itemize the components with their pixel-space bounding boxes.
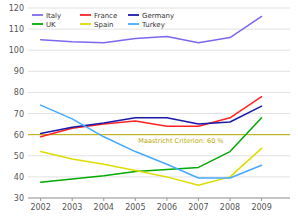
y-tick-label: 50 [14,152,24,161]
y-tick-label: 100 [9,46,24,55]
x-tick-label: 2002 [30,203,50,212]
annotations: Maastricht Criterion: 60 % [138,137,223,145]
x-tick-label: 2009 [251,203,271,212]
plot-area [28,16,290,185]
legend-swatch [32,14,43,16]
x-tick-label: 2007 [188,203,208,212]
x-tick [72,198,73,201]
legend: Italy France Germany UK Spain Turkey [32,12,174,29]
x-tick [198,198,199,201]
legend-label: France [94,12,117,20]
legend-label: Spain [94,21,114,29]
grid-line [28,92,290,93]
legend-swatch [32,23,43,25]
x-tick-label: 2008 [220,203,240,212]
y-tick-label: 70 [14,110,24,119]
x-tick [103,198,104,201]
y-tick-label: 80 [14,88,24,97]
legend-label: Germany [142,12,174,20]
grid-line [28,29,290,30]
y-tick-label: 60 [14,131,24,140]
x-tick-label: 2005 [125,203,145,212]
x-tick-label: 2003 [62,203,82,212]
series-line [41,105,262,178]
x-tick [135,198,136,201]
x-tick-label: 2004 [94,203,114,212]
x-tick-label: 2006 [157,203,177,212]
reference-line [28,134,290,135]
x-tick [40,198,41,201]
series-line [41,118,262,182]
x-tick [230,198,231,201]
grid-line [28,113,290,114]
y-tick-label: 40 [14,173,24,182]
y-tick-label: 30 [14,194,24,203]
x-tick [261,198,262,201]
grid-line [28,8,290,9]
y-tick-label: 120 [9,4,24,13]
series-line [41,97,262,137]
grid-line [28,134,290,135]
y-tick-label: 90 [14,67,24,76]
x-axis-line [28,198,290,199]
grid-line [28,198,290,199]
legend-swatch [80,14,91,16]
annotation-label: Maastricht Criterion: 60 % [138,137,223,145]
grid-line [28,50,290,51]
grid-line [28,71,290,72]
chart: 30 40 50 60 70 80 90 100 110 120 2002 2003 2004 2005 2… [0,0,298,220]
series-line [41,148,262,185]
axes: 30 40 50 60 70 80 90 100 110 120 2002 2003 2004 2005 2… [9,4,290,212]
legend-label: UK [46,21,56,29]
x-tick [166,198,167,201]
legend-label: Turkey [141,21,165,29]
grid-line [28,155,290,156]
y-tick-label: 110 [9,25,24,34]
legend-swatch [80,23,91,25]
grid-line [28,176,290,177]
legend-swatch [128,14,139,16]
series-line [41,16,262,42]
legend-swatch [128,23,139,25]
legend-label: Italy [46,12,61,20]
